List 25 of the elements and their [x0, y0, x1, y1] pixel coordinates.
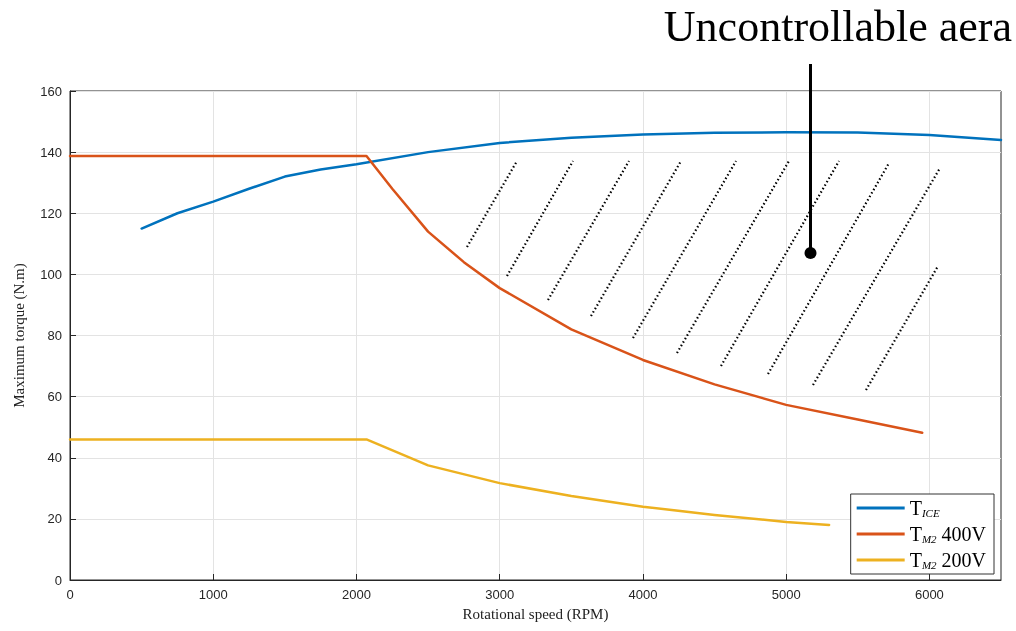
x-tick-label: 6000: [914, 587, 944, 602]
y-tick-label: 60: [47, 389, 62, 405]
y-tick-label: 40: [47, 450, 62, 466]
y-axis-title: Maximum torque (N.m): [10, 263, 28, 408]
x-tick-label: 0: [66, 587, 74, 602]
y-tick-label: 160: [40, 83, 62, 99]
x-tick-label: 2000: [342, 587, 371, 602]
annotation: Uncontrollable aera: [663, 1, 1012, 51]
x-tick-label: 3000: [485, 587, 515, 602]
x-tick-label: 4000: [628, 587, 658, 602]
y-tick-label: 80: [47, 328, 62, 343]
line-series: [68, 154, 924, 434]
line-series: [68, 438, 831, 527]
y-tick-label: 0: [54, 572, 62, 588]
y-tick-label: 20: [47, 511, 62, 527]
legend-label: TM2 400V: [909, 523, 987, 545]
legend-label: TM2 200V: [909, 549, 987, 571]
line-series: [140, 131, 1003, 230]
y-tick-label: 140: [40, 144, 62, 160]
x-tick-label: 5000: [771, 587, 801, 602]
x-axis-title: Rotational speed (RPM): [462, 605, 609, 623]
x-tick-label: 1000: [198, 587, 228, 602]
legend-label: TICE: [909, 497, 940, 519]
y-tick-label: 120: [40, 205, 62, 221]
y-tick-label: 100: [40, 266, 62, 282]
